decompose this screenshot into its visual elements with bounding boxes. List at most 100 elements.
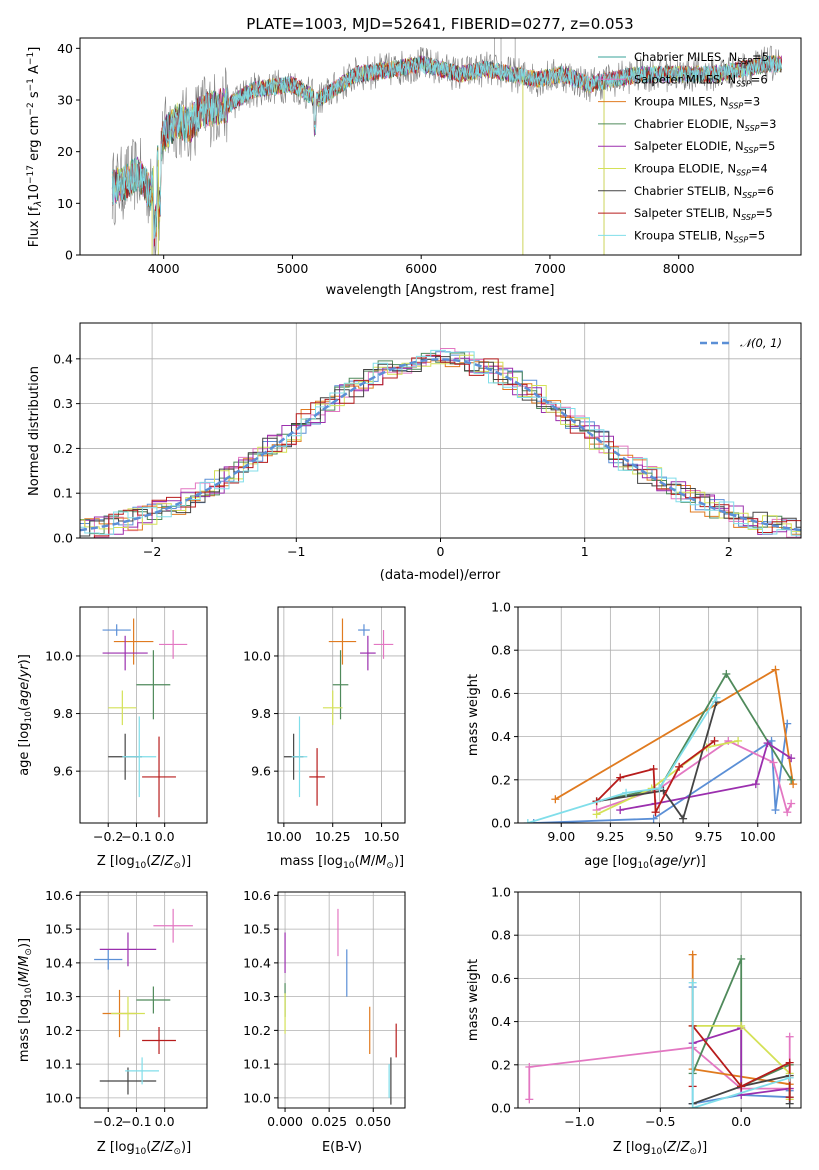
spectrum-panel: PLATE=1003, MJD=52641, FIBERID=0277, z=0… <box>26 15 802 298</box>
residuals-y-label: Normed distribution <box>27 366 42 496</box>
massweight-vs-age-y-tick-label: 0.8 <box>491 643 511 658</box>
massweight-vs-age-y-tick-label: 0.0 <box>491 816 511 831</box>
spectrum-y-ticks: 0 10 20 30 40 <box>57 41 80 263</box>
age-mass-x-label: mass [log10(M/M⊙)] <box>280 854 404 871</box>
mass-weight-line <box>533 723 789 823</box>
residuals-plot-area <box>80 348 801 538</box>
mass-vs-EBV-panel: 0.000 0.025 0.05010.010.110.210.310.410.51… <box>243 888 406 1129</box>
residuals-y-tick-label: 0.3 <box>53 396 73 411</box>
age-vs-mass-y-tick-label: 9.8 <box>251 706 271 721</box>
massweight-vs-age-y-tick-label: 0.4 <box>491 729 511 744</box>
mass-vs-EBV-frame <box>277 891 406 1109</box>
spectrum-y-tick-label: 30 <box>57 93 73 108</box>
mass-z-x-label: Z [log10(Z/Z⊙)] <box>97 1140 191 1157</box>
massweight-vs-Z-x-tick-label: −0.5 <box>645 1114 675 1129</box>
spectrum-legend: Chabrier MILES, NSSP=5 Salpeter MILES, NS… <box>598 50 776 244</box>
massweight-vs-Z-y-tick-label: 0.6 <box>491 971 511 986</box>
age-vs-Z-y-tick-label: 9.8 <box>53 706 73 721</box>
mass-vs-Z-y-ticks: 10.0 10.1 10.2 10.3 10.4 10.5 10.6 <box>45 888 80 1105</box>
mass-z-y-label: mass [log10(M/M⊙)] <box>17 938 34 1062</box>
massweight-vs-age-x-tick-label: 9.00 <box>547 829 575 844</box>
spectrum-x-label: wavelength [Angstrom, rest frame] <box>326 283 555 298</box>
residuals-x-tick-label: 1 <box>581 544 589 559</box>
spectrum-y-tick-label: 10 <box>57 196 73 211</box>
mass-weight-line <box>691 982 790 1108</box>
mw-age-x-label: age [log10(age/yr)] <box>584 854 706 871</box>
spectrum-legend-label: Chabrier STELIB, NSSP=6 <box>634 184 774 200</box>
age-vs-mass-panel: 10.00 10.25 10.50 9.6 9.8 10.0 <box>243 606 406 844</box>
small-panel-labels: Z [log10(Z/Z⊙)] age [log10(age/yr)] mass… <box>17 654 707 1157</box>
massweight-vs-Z-y-tick-label: 0.8 <box>491 928 511 943</box>
mass-vs-EBV-x-ticks: 0.000 0.025 0.050 <box>267 1108 391 1129</box>
residuals-histogram <box>80 354 801 533</box>
mass-weight-line <box>620 741 792 811</box>
residuals-y-tick-label: 0.1 <box>53 486 73 501</box>
massweight-vs-Z-plot-area <box>525 950 794 1108</box>
massweight-vs-age-plot-area <box>523 665 798 823</box>
mw-z-y-label: mass weight <box>466 959 481 1041</box>
mw-z-x-label: Z [log10(Z/Z⊙)] <box>613 1140 707 1157</box>
age-vs-Z-y-tick-label: 9.6 <box>53 764 73 779</box>
spectrum-x-tick-label: 5000 <box>277 261 309 276</box>
massweight-vs-Z-y-ticks: 0.0 0.2 0.4 0.6 0.8 1.0 <box>491 885 518 1116</box>
spectrum-model-line <box>111 55 782 240</box>
massweight-vs-Z-y-tick-label: 0.4 <box>491 1014 511 1029</box>
spectrum-title: PLATE=1003, MJD=52641, FIBERID=0277, z=0… <box>246 15 633 33</box>
spectrum-frame <box>79 37 802 256</box>
residuals-x-tick-label: 2 <box>725 544 733 559</box>
spectrum-legend-label: Kroupa STELIB, NSSP=5 <box>634 228 765 244</box>
mass-vs-Z-x-tick-label: 0.0 <box>155 1114 175 1129</box>
mass-vs-Z-x-tick-label: −0.2 <box>93 1114 123 1129</box>
spectrum-x-ticks: 4000 5000 6000 7000 8000 <box>148 255 695 276</box>
massweight-vs-Z-y-tick-label: 0.0 <box>491 1101 511 1116</box>
residuals-x-tick-label: −2 <box>143 544 161 559</box>
spectrum-legend-label: Chabrier ELODIE, NSSP=3 <box>634 117 776 133</box>
massweight-vs-age-y-tick-label: 0.6 <box>491 686 511 701</box>
spectrum-plot-area <box>111 38 782 255</box>
residuals-x-tick-label: −1 <box>287 544 305 559</box>
spectrum-legend-label: Kroupa MILES, NSSP=3 <box>634 95 760 111</box>
mass-vs-Z-x-ticks: −0.2−0.1 0.0 <box>93 1108 175 1129</box>
mass-weight-line <box>596 701 718 821</box>
age-vs-Z-x-tick-label: 0.0 <box>155 829 175 844</box>
age-z-y-label: age [log10(age/yr)] <box>17 654 34 776</box>
spectrum-y-tick-label: 20 <box>57 144 73 159</box>
mass-vs-Z-y-tick-label: 10.2 <box>45 1023 73 1038</box>
age-vs-mass-x-tick-label: 10.00 <box>266 829 302 844</box>
spectrum-legend-label: Kroupa ELODIE, NSSP=4 <box>634 162 768 178</box>
mass-vs-Z-y-tick-label: 10.4 <box>45 955 73 970</box>
massweight-vs-Z-x-tick-label: −1.0 <box>564 1114 594 1129</box>
age-vs-Z-x-tick-label: −0.1 <box>121 829 151 844</box>
spectrum-x-tick-label: 8000 <box>663 261 695 276</box>
age-vs-Z-y-tick-label: 10.0 <box>45 648 73 663</box>
spectrum-legend-label: Salpeter MILES, NSSP=6 <box>634 72 768 88</box>
mass-vs-EBV-y-tick-label: 10.0 <box>243 1090 271 1105</box>
age-vs-Z-x-ticks: −0.2−0.1 0.0 <box>93 823 175 844</box>
gaussian-curve <box>80 358 801 532</box>
mass-vs-EBV-plot-area <box>284 908 397 1105</box>
massweight-vs-Z-x-ticks: −1.0 −0.5 0.0 <box>564 1108 751 1129</box>
residuals-histogram <box>80 349 801 536</box>
spectrum-x-tick-label: 6000 <box>405 261 437 276</box>
age-vs-Z-y-ticks: 9.6 9.8 10.0 <box>45 648 80 779</box>
massweight-vs-Z-y-tick-label: 1.0 <box>491 885 511 900</box>
age-vs-mass-frame <box>277 606 406 824</box>
mass-vs-Z-y-tick-label: 10.1 <box>45 1057 73 1072</box>
age-vs-Z-grid <box>80 607 207 823</box>
massweight-vs-age-y-tick-label: 1.0 <box>491 600 511 615</box>
massweight-vs-age-y-tick-label: 0.2 <box>491 772 511 787</box>
residuals-x-label: (data-model)/error <box>380 568 501 583</box>
spectrum-model-line <box>111 56 782 238</box>
age-vs-mass-y-tick-label: 9.6 <box>251 764 271 779</box>
residuals-legend: 𝒩(0, 1) <box>700 336 782 350</box>
massweight-vs-age-y-ticks: 0.0 0.2 0.4 0.6 0.8 1.0 <box>491 600 518 831</box>
mass-vs-EBV-x-tick-label: 0.050 <box>355 1114 391 1129</box>
spectrum-y-tick-label: 40 <box>57 41 73 56</box>
residuals-histogram <box>80 355 801 538</box>
mass-vs-Z-x-tick-label: −0.1 <box>121 1114 151 1129</box>
mass-vs-EBV-grid <box>278 892 405 1108</box>
mass-weight-line <box>527 697 718 823</box>
age-vs-mass-x-ticks: 10.00 10.25 10.50 <box>266 823 399 844</box>
mass-vs-Z-y-tick-label: 10.6 <box>45 888 73 903</box>
residuals-y-tick-label: 0.2 <box>53 441 73 456</box>
